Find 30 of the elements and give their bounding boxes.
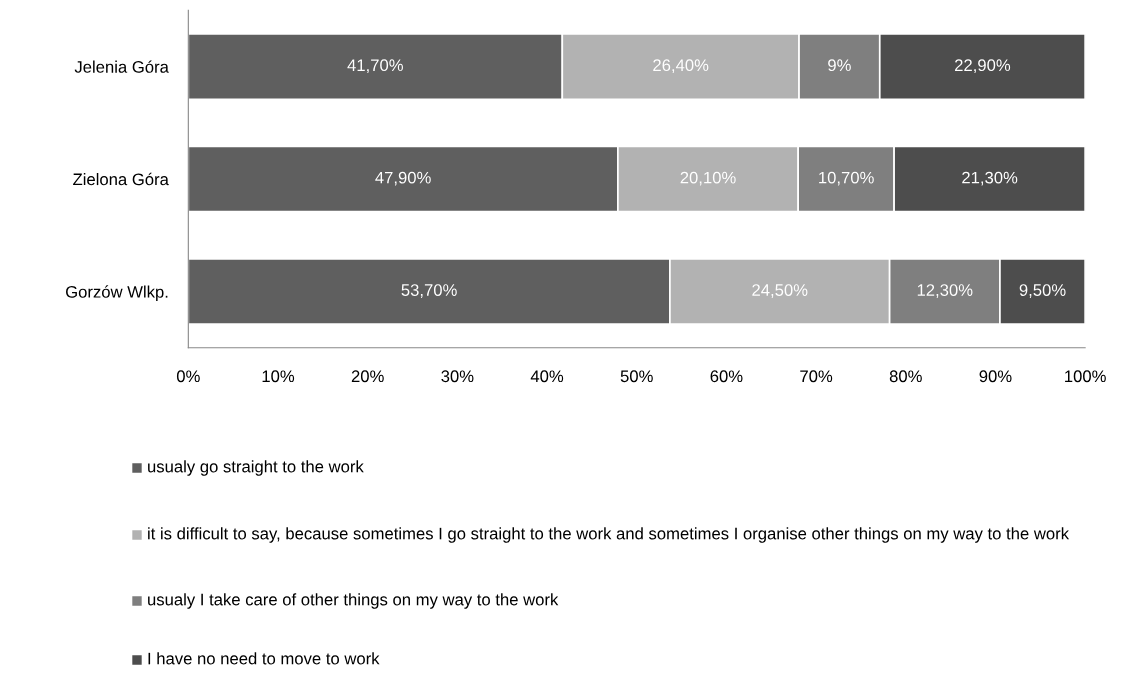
data-label: 53,70% <box>401 284 457 298</box>
data-label: 22,90% <box>955 59 1011 74</box>
y-tick-label: Jelenia Góra <box>74 60 169 73</box>
x-tick-label: 90% <box>979 370 1012 383</box>
data-label: 41,70% <box>347 59 403 74</box>
data-label: 47,90% <box>375 171 431 186</box>
data-label: 26,40% <box>653 59 709 74</box>
x-tick-label: 70% <box>800 370 833 383</box>
x-tick-label: 80% <box>889 370 922 383</box>
data-label: 24,50% <box>752 284 808 298</box>
x-tick-label: 100% <box>1065 370 1106 383</box>
legend-label: usualy I take care of other things on my way to the work <box>148 593 559 609</box>
x-tick-label: 30% <box>441 370 474 383</box>
x-tick-label: 0% <box>176 370 200 383</box>
legend-label: usualy go straight to the work <box>148 460 364 476</box>
y-tick-label: Zielona Góra <box>73 172 169 186</box>
legend-label: I have no need to move to work <box>148 652 380 665</box>
x-tick-label: 50% <box>620 370 653 383</box>
data-label: 20,10% <box>680 171 736 186</box>
x-tick-label: 20% <box>351 370 384 383</box>
x-tick-label: 60% <box>710 370 743 383</box>
y-tick-label: Gorzów Wlkp. <box>66 285 168 302</box>
data-label: 9,50% <box>1019 284 1066 298</box>
x-tick-label: 40% <box>530 370 564 383</box>
legend-label: it is difficult to say, because sometimes I go straight to the work and sometimes I organise other things on my way to the work <box>148 527 1070 543</box>
x-tick-label: 10% <box>262 370 295 383</box>
data-label: 12,30% <box>917 284 973 298</box>
data-label: 21,30% <box>962 171 1018 186</box>
data-label: 9% <box>828 59 851 72</box>
data-label: 10,70% <box>819 171 874 186</box>
